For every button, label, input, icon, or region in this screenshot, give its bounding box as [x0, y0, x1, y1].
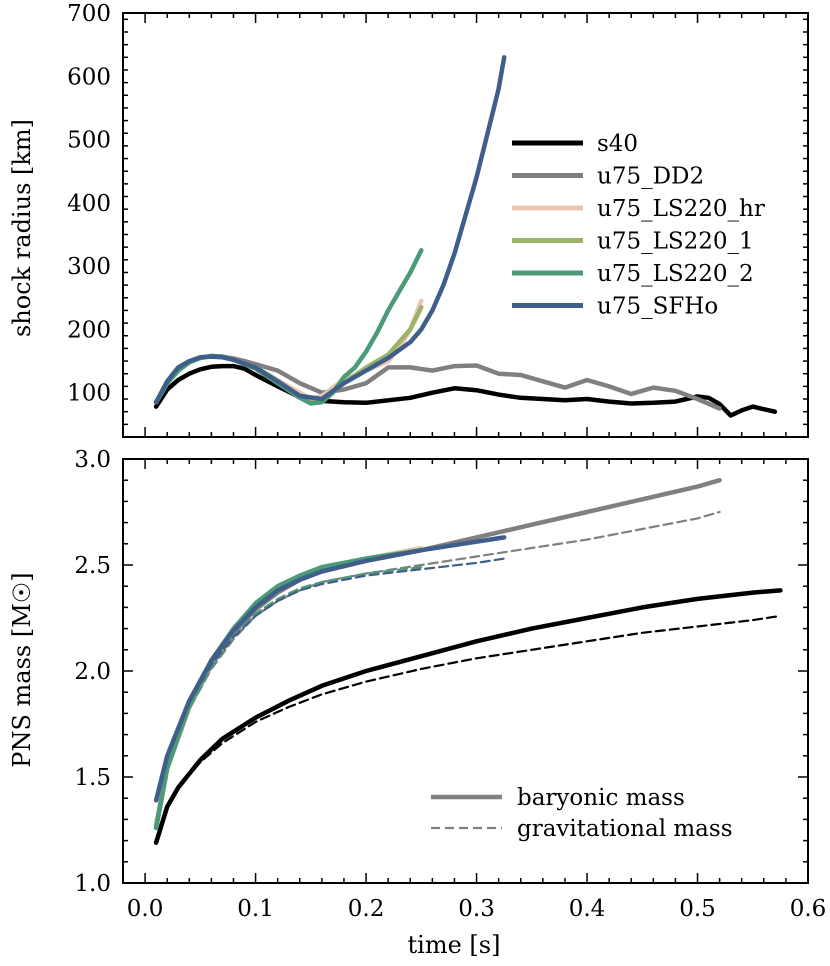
top-series-u75-sfho [153, 55, 507, 405]
bottom-series-s40-baryonic [153, 588, 783, 845]
bottom-ytick-label: 1.5 [74, 765, 111, 791]
top-series-s40 [153, 363, 778, 418]
legend-label: u75_SFHo [597, 294, 718, 320]
top-series-u75-ls220-2 [153, 248, 424, 406]
legend-label: u75_LS220_1 [597, 229, 754, 255]
xtick-label: 0.5 [679, 896, 716, 922]
legend-label: gravitational mass [517, 816, 733, 842]
legend-label: u75_DD2 [597, 164, 704, 190]
legend-label: s40 [597, 131, 638, 157]
top-ytick-label: 300 [67, 254, 111, 280]
legend-label: u75_LS220_2 [597, 261, 754, 287]
bottom-ylabel: PNS mass [M☉] [8, 572, 36, 767]
xtick-label: 0.6 [790, 896, 827, 922]
top-legend: s40 u75_DD2 u75_LS220_hr u75_LS220_1 u75_LS2… [512, 131, 765, 320]
xlabel: time [s] [408, 931, 501, 959]
bottom-ytick-label: 2.5 [74, 553, 111, 579]
bottom-series-group [153, 477, 783, 845]
bottom-series-s40-gravitational [155, 614, 782, 844]
legend-label: baryonic mass [517, 785, 685, 811]
top-ytick-label: 600 [67, 64, 111, 90]
xtick-label: 0.4 [569, 896, 606, 922]
xtick-label: 0.3 [458, 896, 495, 922]
bottom-panel: 1.0 1.5 2.0 2.5 3.0 0.0 0.1 0.2 0.3 0.4 0.5 0.6 bary… [74, 447, 826, 922]
top-ytick-label: 200 [67, 317, 111, 343]
top-axes-frame [122, 12, 809, 438]
bottom-series-u75-dd2-gravitational [155, 510, 721, 827]
bottom-ytick-label: 1.0 [74, 871, 111, 897]
top-ytick-label: 100 [67, 381, 111, 407]
top-ytick-label: 700 [67, 1, 111, 27]
xtick-label: 0.0 [127, 896, 164, 922]
bottom-legend: baryonic mass gravitational mass [431, 785, 733, 842]
top-panel: 100 200 300 400 500 600 700 s40 u75_DD2 u75_LS220… [67, 1, 809, 438]
xtick-label: 0.2 [348, 896, 385, 922]
bottom-ytick-label: 2.0 [74, 659, 111, 685]
top-ytick-label: 400 [67, 191, 111, 217]
bottom-ytick-label: 3.0 [74, 447, 111, 473]
bottom-series-u75-sfho-gravitational [155, 557, 506, 802]
top-ytick-label: 500 [67, 128, 111, 154]
legend-label: u75_LS220_hr [597, 196, 765, 222]
top-ylabel: shock radius [km] [8, 119, 36, 337]
xtick-label: 0.1 [237, 896, 274, 922]
bottom-series-u75-ls220-2-gravitational [155, 566, 423, 829]
top-series-group [153, 55, 778, 418]
